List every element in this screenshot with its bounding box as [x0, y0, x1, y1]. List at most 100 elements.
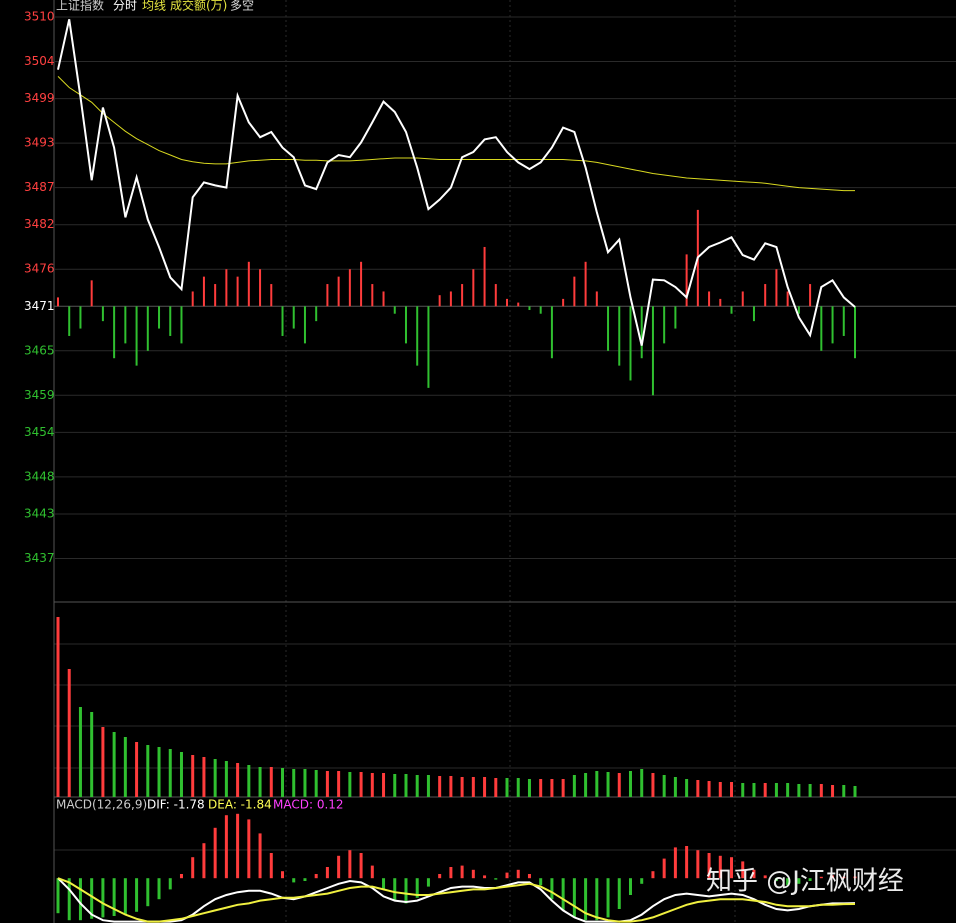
macd-bar	[617, 878, 621, 909]
balance-bar	[786, 291, 789, 307]
balance-bar	[663, 306, 666, 344]
balance-bar	[180, 306, 183, 344]
balance-bar	[809, 284, 812, 307]
macd-bar	[584, 878, 588, 921]
macd-bar	[527, 874, 531, 879]
balance-bar	[292, 306, 295, 329]
volume-bar	[595, 771, 599, 797]
balance-bar	[775, 269, 778, 307]
volume-bar	[393, 774, 397, 797]
macd-title: MACD(12,26,9)	[56, 798, 147, 812]
volume-bar	[67, 669, 71, 797]
balance-bar	[135, 306, 138, 366]
index-title: 上证指数	[56, 0, 104, 13]
balance-bar	[158, 306, 161, 329]
volume-bar	[269, 767, 273, 797]
volume-bar	[483, 777, 487, 797]
balance-bar	[483, 246, 486, 307]
volume-bar	[359, 772, 363, 797]
balance-bar	[562, 298, 565, 307]
macd-bar	[707, 853, 711, 879]
volume-bar	[258, 767, 262, 797]
volume-bar	[584, 773, 588, 797]
volume-bar	[224, 761, 228, 797]
balance-bar	[842, 306, 845, 336]
macd-bar	[415, 878, 419, 898]
macd-bar	[426, 878, 430, 887]
volume-bar	[774, 783, 778, 797]
balance-bar	[607, 306, 610, 351]
macd-bar	[269, 853, 273, 879]
macd-bar	[370, 865, 374, 879]
balance-bar	[259, 269, 262, 307]
volume-bar	[348, 772, 352, 797]
macd-bar	[191, 857, 195, 879]
volume-bar	[797, 784, 801, 797]
balance-bar	[573, 276, 576, 307]
volume-bar	[292, 769, 296, 797]
volume-bar	[168, 749, 172, 797]
volume-bar	[236, 763, 240, 797]
macd-bar	[483, 875, 487, 879]
macd-bar	[213, 827, 217, 879]
balance-bar	[90, 280, 93, 307]
macd-bar	[337, 855, 341, 879]
y-tick-label: 3493	[24, 136, 55, 150]
legend-item: 成交额(万)	[170, 0, 227, 13]
volume-bar	[146, 745, 150, 797]
volume-bar	[78, 707, 82, 797]
volume-bar	[730, 782, 734, 797]
volume-bar	[247, 765, 251, 797]
macd-bar	[292, 878, 296, 883]
average-line	[57, 76, 855, 192]
macd-bar	[842, 876, 846, 879]
volume-bar	[191, 755, 195, 797]
balance-bar	[674, 306, 677, 329]
volume-bar	[460, 777, 464, 797]
volume-bar	[337, 771, 341, 797]
balance-bar	[752, 306, 755, 322]
balance-bar	[506, 298, 509, 307]
volume-bar	[718, 782, 722, 797]
macd-bar	[606, 878, 610, 918]
y-tick-label: 3487	[24, 180, 55, 194]
balance-bar	[438, 295, 441, 307]
volume-bar	[662, 775, 666, 797]
balance-bar	[225, 269, 228, 307]
macd-bar	[685, 846, 689, 879]
macd-bar	[595, 878, 599, 921]
macd-legend: MACD: 0.12	[273, 798, 344, 812]
volume-bar	[382, 773, 386, 797]
volume-bar	[561, 779, 565, 797]
macd-bar	[56, 878, 60, 914]
watermark: 知乎 @J江枫财经	[706, 867, 904, 897]
balance-bar	[719, 298, 722, 307]
balance-bar	[191, 291, 194, 307]
macd-bar	[628, 878, 632, 895]
macd-bar	[640, 878, 644, 884]
dea-line	[57, 877, 856, 923]
balance-bar	[427, 306, 430, 388]
volume-bar	[842, 785, 846, 797]
y-tick-label: 3510	[24, 10, 55, 24]
macd-bar	[404, 878, 408, 904]
macd-bar	[763, 875, 767, 879]
macd-bar	[146, 878, 150, 907]
volume-bar	[763, 783, 767, 797]
volume-bar	[494, 778, 498, 797]
macd-bar	[673, 847, 677, 879]
balance-bar	[113, 306, 116, 359]
macd-bar	[359, 853, 363, 879]
macd-bar	[741, 861, 745, 879]
volume-bar	[157, 747, 161, 797]
balance-bar	[146, 306, 149, 351]
macd-bar	[90, 878, 94, 919]
balance-bar	[449, 291, 452, 307]
volume-bar	[101, 727, 105, 797]
macd-bar	[325, 867, 329, 879]
price-line	[57, 19, 856, 346]
macd-bar	[786, 878, 790, 886]
volume-bar	[853, 786, 857, 797]
macd-bar	[797, 878, 801, 884]
